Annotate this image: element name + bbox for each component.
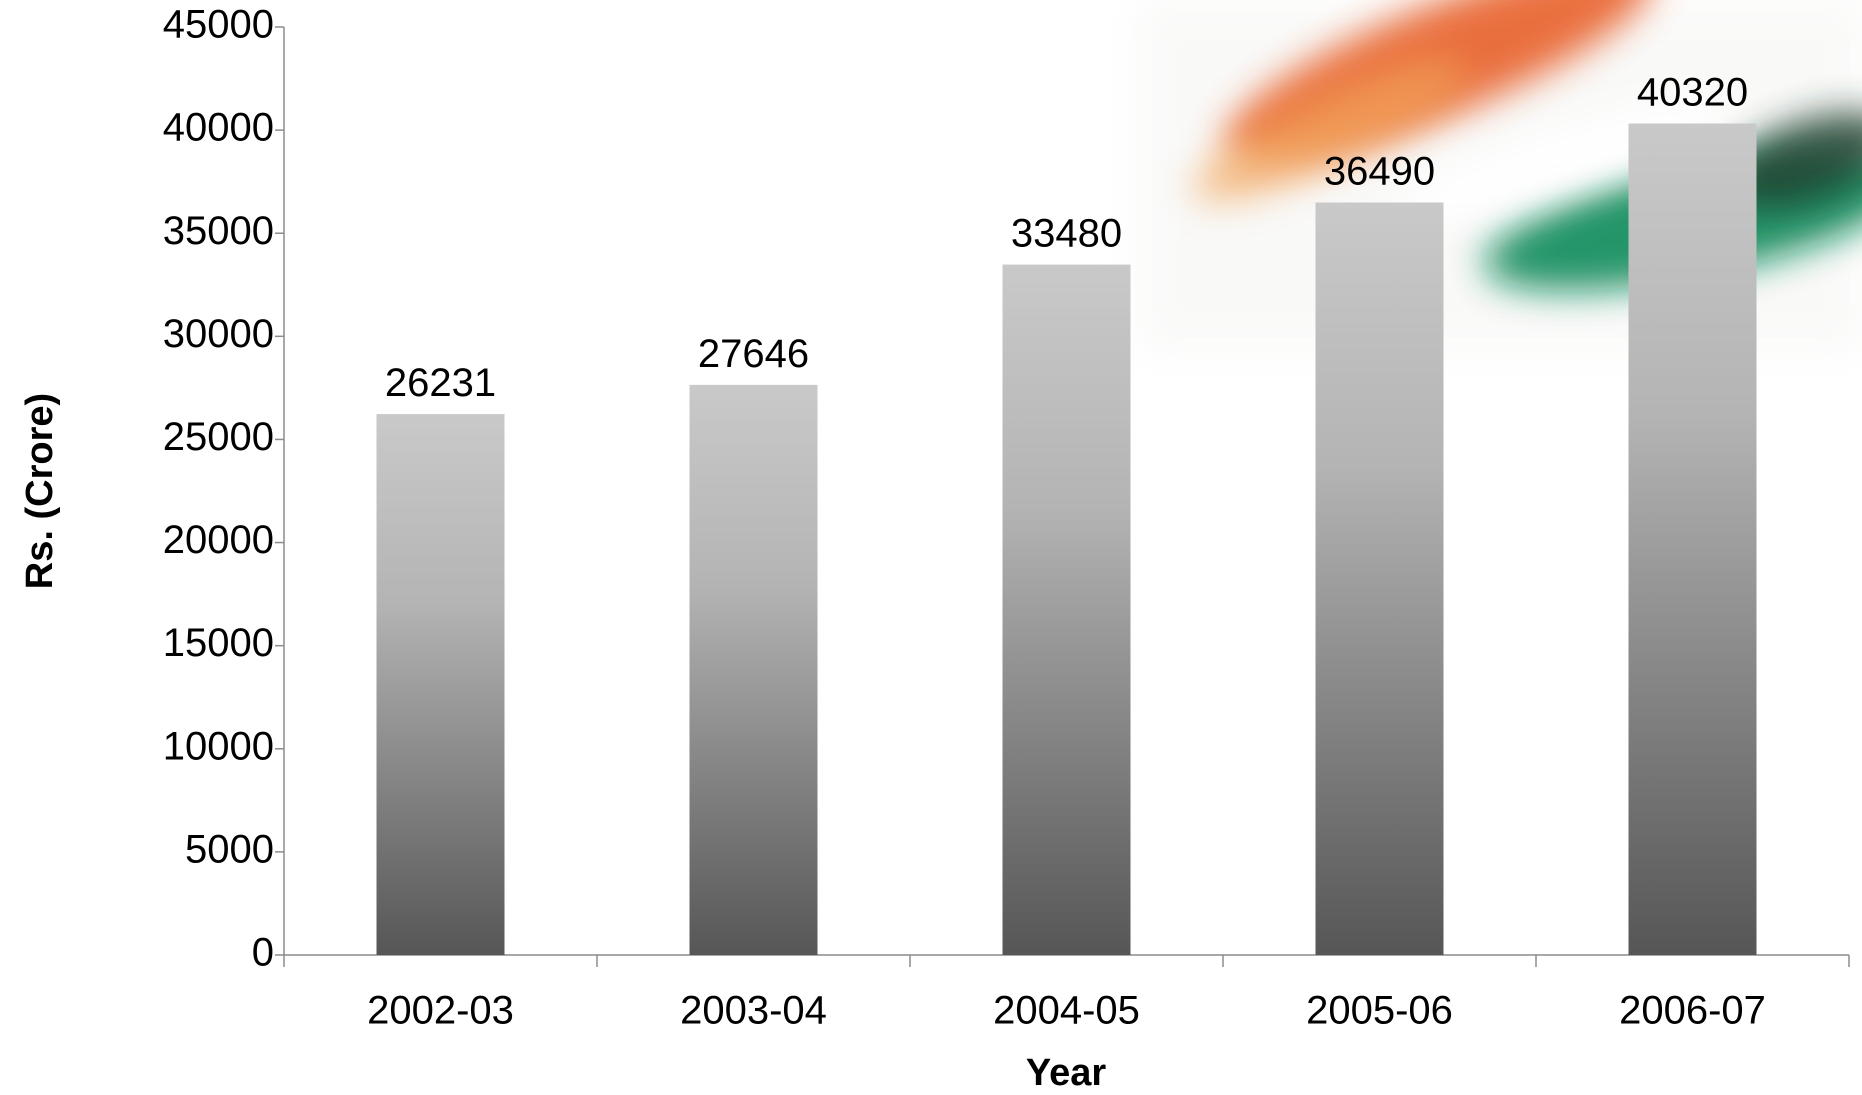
bar	[689, 384, 818, 955]
bar	[1315, 202, 1444, 955]
y-tick-label: 15000	[163, 621, 274, 665]
y-tick-label: 30000	[163, 312, 274, 356]
y-tick-label: 20000	[163, 518, 274, 562]
x-tick-label: 2006-07	[1619, 989, 1766, 1033]
x-tick-label: 2004-05	[993, 989, 1140, 1033]
y-tick-label: 40000	[163, 106, 274, 150]
y-tick-label: 0	[252, 931, 274, 975]
y-tick-label: 25000	[163, 415, 274, 459]
x-tick-label: 2002-03	[367, 989, 514, 1033]
x-tick-label: 2005-06	[1306, 989, 1453, 1033]
value-label: 27646	[698, 332, 809, 376]
y-tick-label: 5000	[185, 827, 274, 871]
bar	[1002, 264, 1131, 955]
y-tick-label: 35000	[163, 209, 274, 253]
value-label: 26231	[385, 361, 496, 405]
value-label: 36490	[1324, 149, 1435, 193]
bar	[1628, 123, 1757, 955]
x-axis-title: Year	[1026, 1052, 1107, 1094]
y-tick-label: 10000	[163, 724, 274, 768]
x-tick-label: 2003-04	[680, 989, 827, 1033]
y-axis-title: Rs. (Crore)	[19, 393, 61, 589]
value-label: 40320	[1637, 71, 1748, 115]
y-tick-label: 45000	[163, 3, 274, 47]
bar	[376, 414, 505, 956]
value-label: 33480	[1011, 212, 1122, 256]
